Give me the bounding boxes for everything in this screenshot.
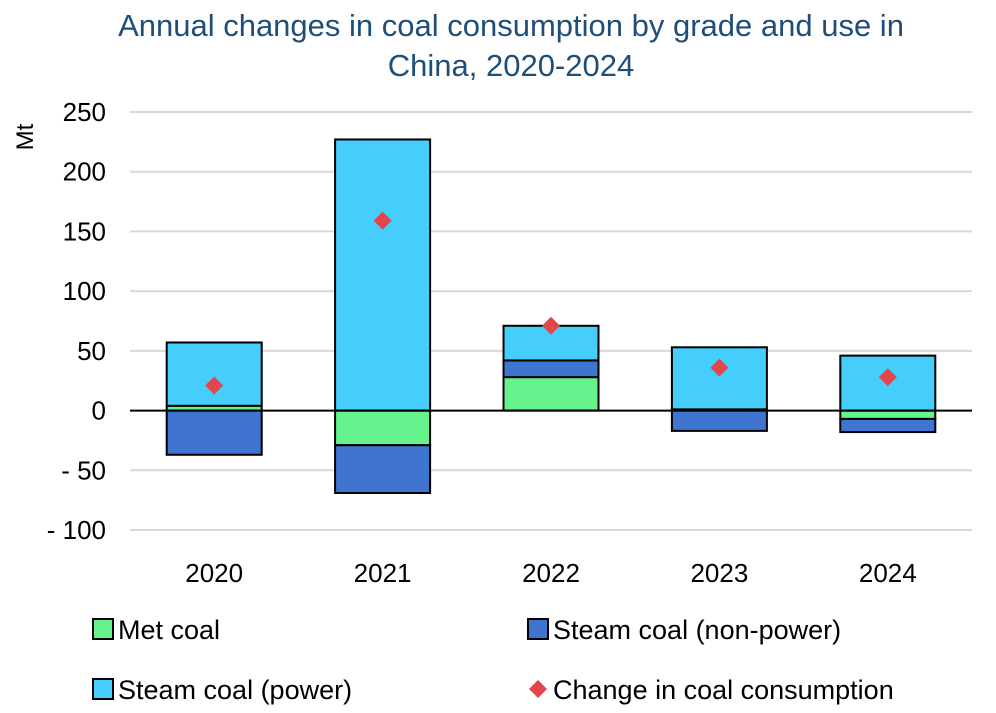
- y-tick-label: 150: [63, 216, 106, 246]
- legend: Met coal Steam coal (non-power) Steam coal…: [92, 615, 894, 705]
- bar-steam-coal-power-2021: [334, 138, 432, 412]
- bar-steam-coal-non-power-2022: [502, 359, 600, 379]
- x-tick-label-2022: 2022: [522, 558, 580, 588]
- bar-steam-coal-power-2023: [670, 346, 768, 411]
- y-axis-tick-labels: 250 200 150 100 50 0 - 50 - 100: [47, 97, 106, 545]
- marker-change-2020: [205, 376, 224, 395]
- consumption-markers: [205, 211, 897, 395]
- marker-change-2023: [710, 358, 729, 377]
- y-tick-label: 100: [63, 276, 106, 306]
- y-axis-title: Mt: [12, 123, 39, 150]
- bar-steam-coal-non-power-2023: [670, 409, 768, 432]
- bar-steam-coal-non-power-2021: [334, 444, 432, 494]
- bar-met-coal-2021: [334, 409, 432, 447]
- stacked-bars: [165, 138, 937, 494]
- legend-swatch-change-in-coal-consumption: [529, 680, 547, 698]
- y-tick-label: 50: [77, 336, 106, 366]
- legend-swatch-steam-coal-power: [92, 678, 114, 700]
- legend-label-change-in-coal-consumption: Change in coal consumption: [553, 675, 894, 705]
- x-axis-tick-labels: 2020 2021 2022 2023 2024: [185, 558, 916, 588]
- legend-label-steam-coal-non-power: Steam coal (non-power): [553, 615, 841, 645]
- y-tick-label: - 100: [47, 515, 106, 545]
- y-tick-label: 250: [63, 97, 106, 127]
- x-tick-label-2020: 2020: [185, 558, 243, 588]
- y-tick-label: - 50: [61, 455, 106, 485]
- bar-met-coal-2022: [502, 376, 600, 412]
- bar-steam-coal-non-power-2024: [839, 417, 937, 434]
- x-tick-label-2021: 2021: [354, 558, 412, 588]
- marker-change-2022: [542, 316, 560, 335]
- y-tick-label: 0: [92, 396, 106, 426]
- x-tick-label-2024: 2024: [859, 558, 917, 588]
- bar-steam-coal-power-2020: [165, 341, 263, 407]
- y-tick-label: 200: [63, 157, 106, 187]
- legend-swatch-steam-coal-non-power: [527, 618, 549, 640]
- marker-change-2021: [373, 211, 392, 230]
- chart-title-line-1: Annual changes in coal consumption by gr…: [118, 8, 904, 43]
- legend-label-met-coal: Met coal: [118, 615, 220, 645]
- bar-steam-coal-non-power-2020: [165, 409, 263, 456]
- marker-change-2024: [878, 368, 897, 387]
- legend-swatch-met-coal: [92, 618, 114, 640]
- bar-met-coal-2024: [839, 409, 937, 420]
- legend-label-steam-coal-power: Steam coal (power): [118, 675, 352, 705]
- x-tick-label-2023: 2023: [690, 558, 748, 588]
- chart-title-line-2: China, 2020-2024: [388, 48, 634, 83]
